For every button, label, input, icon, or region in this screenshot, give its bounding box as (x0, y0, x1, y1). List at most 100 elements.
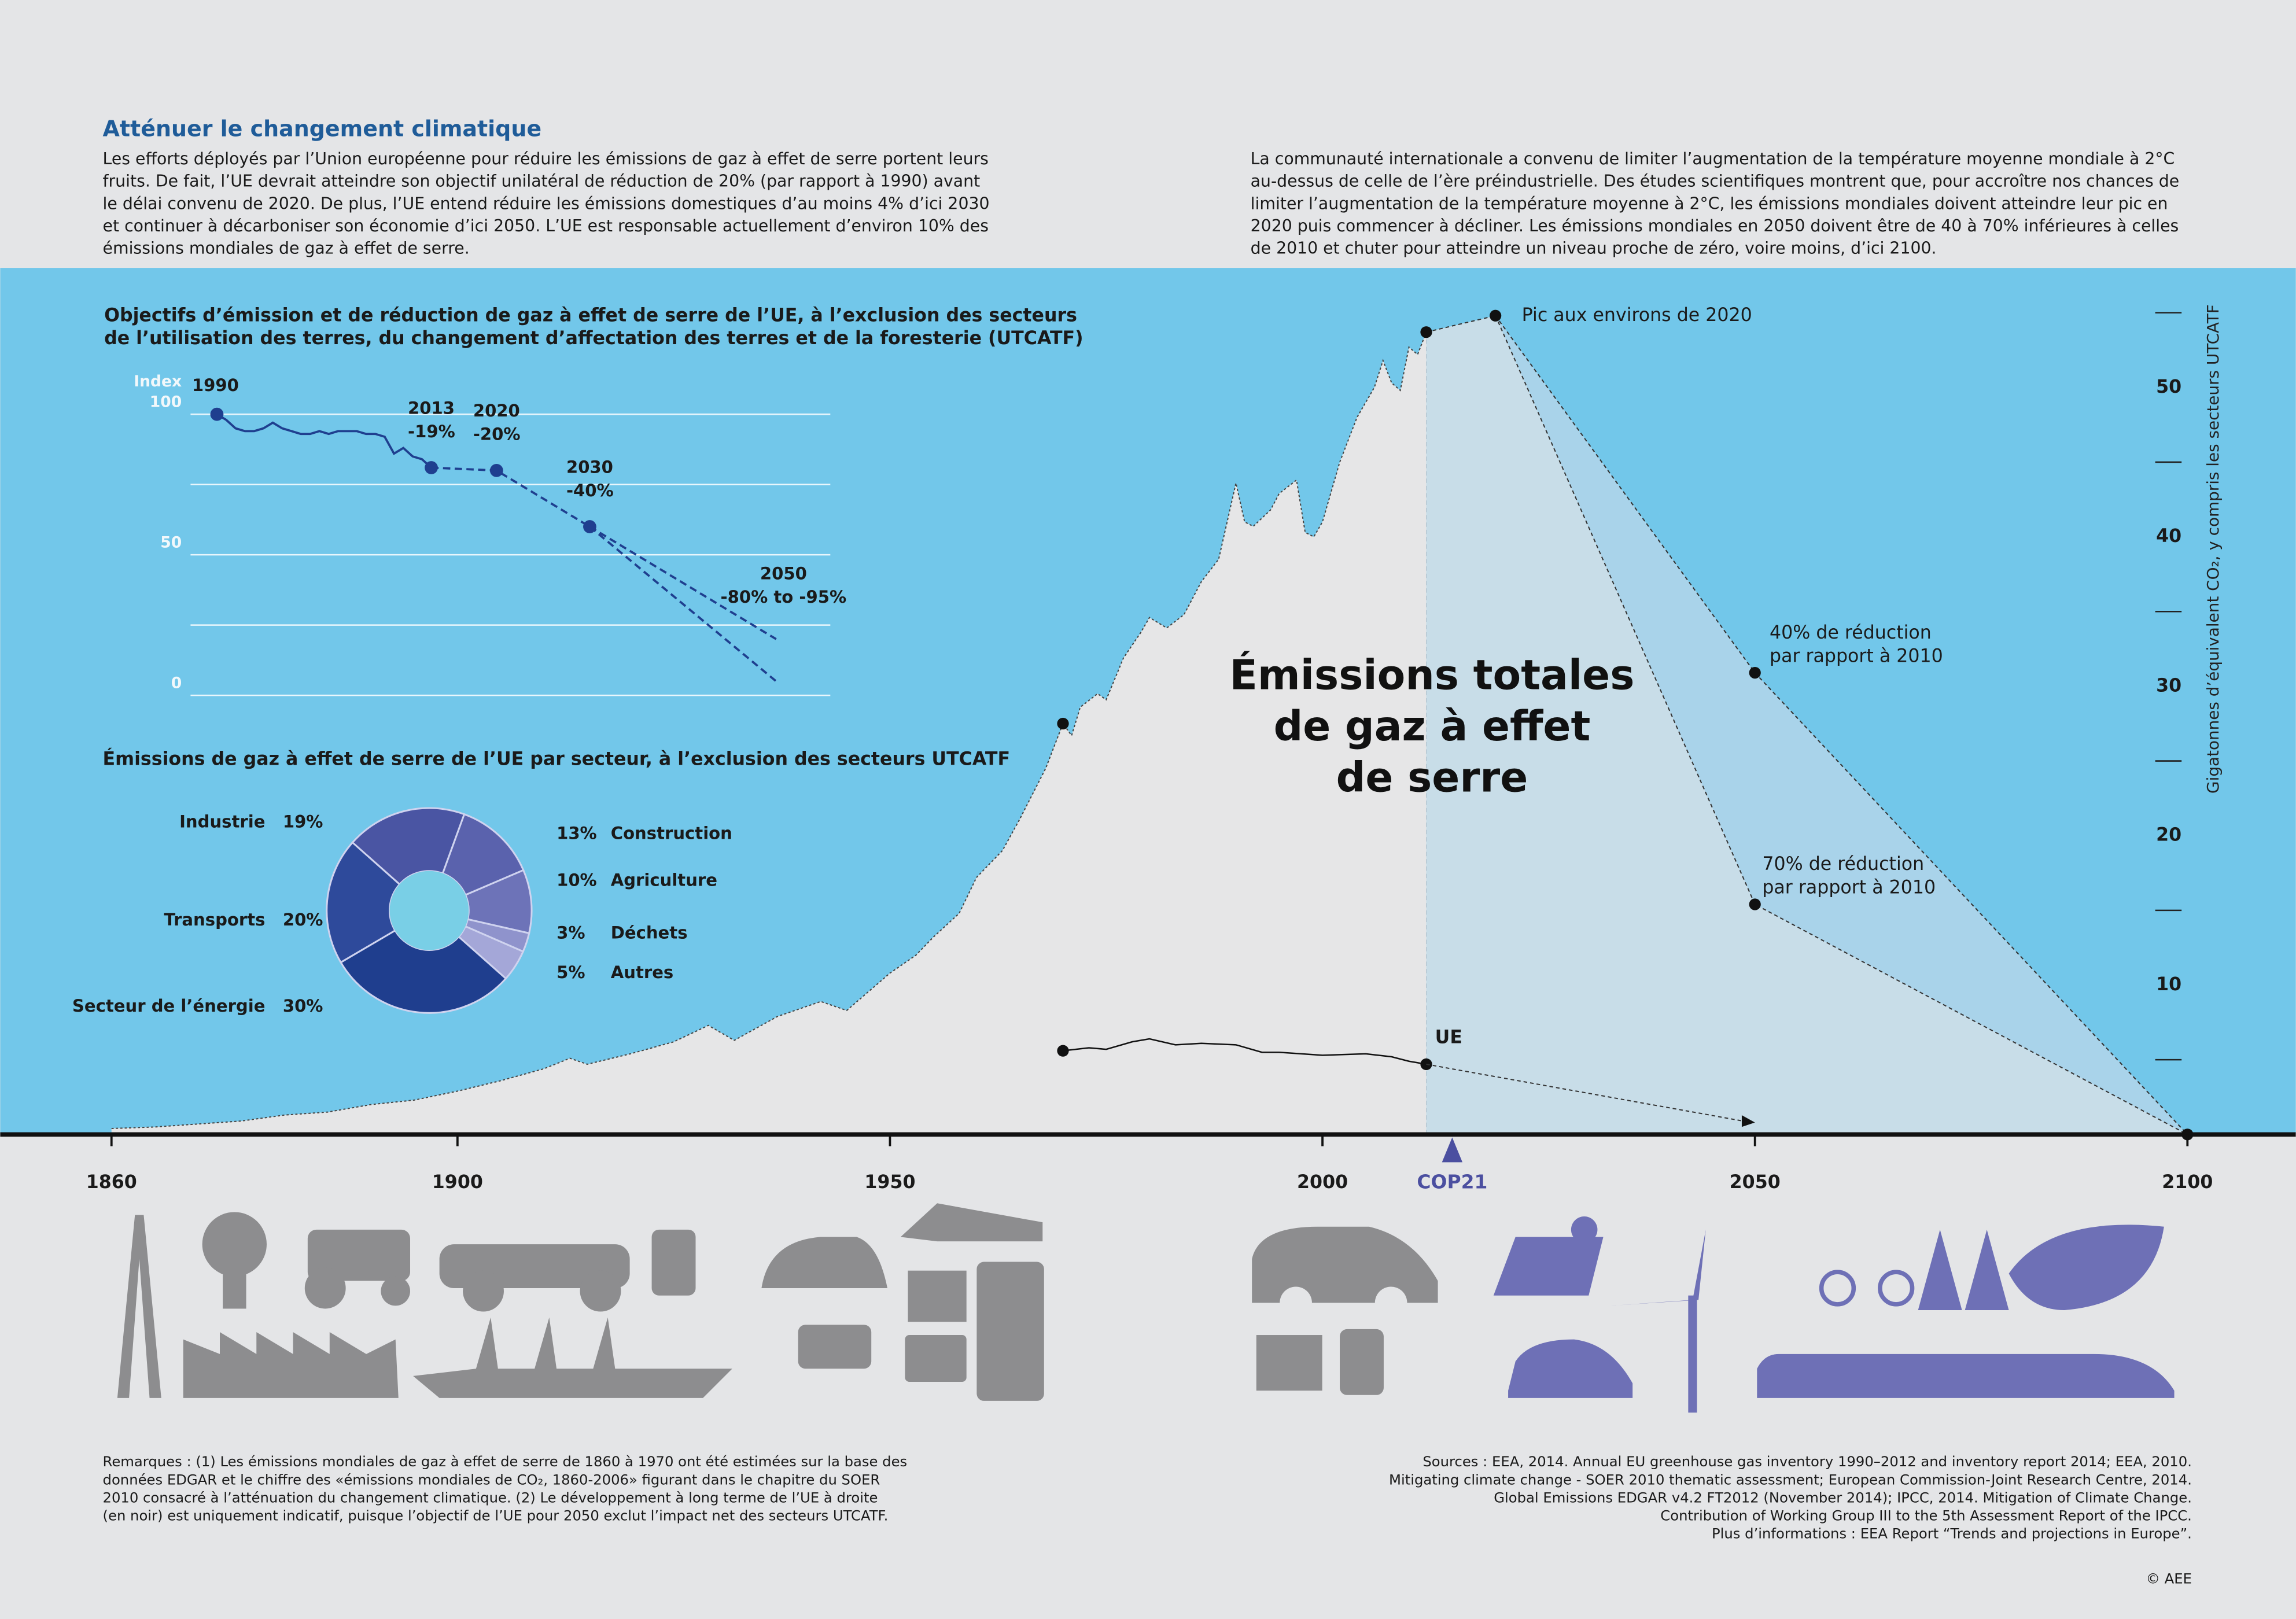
x-tick-label: 1900 (432, 1172, 483, 1193)
y-tick-label: 10 (2156, 974, 2181, 995)
point (1057, 717, 1069, 730)
icon-factories (183, 1332, 399, 1398)
legend-label: Déchets (611, 923, 688, 943)
history-line (216, 413, 432, 469)
point (583, 520, 596, 533)
point (425, 461, 438, 474)
intro-line: La communauté internationale a convenu d… (1251, 149, 2175, 168)
source-line: Contribution of Working Group III to the… (1660, 1507, 2192, 1524)
icon-leaf-house (2008, 1225, 2164, 1311)
emissions-outline (111, 331, 1427, 1130)
y-tick-label: 40 (2156, 526, 2181, 547)
note-line: (en noir) est uniquement indicatif, puis… (103, 1507, 889, 1524)
point (1420, 326, 1432, 338)
intro-line: et continuer à décarboniser son économie… (103, 216, 989, 235)
source-line: Mitigating climate change - SOER 2010 th… (1389, 1471, 2192, 1488)
point (1057, 1045, 1069, 1057)
intro-line: au-dessus de celle de l’ère préindustrie… (1251, 172, 2180, 191)
icon-car (761, 1237, 888, 1289)
icon-wind-turbine (1688, 1295, 1697, 1413)
pathway-label: par rapport à 2010 (1762, 877, 1936, 898)
milestone-year: 2050 (760, 564, 807, 584)
intro-line: 2020 puis commencer à décliner. Les émis… (1251, 216, 2179, 235)
x-tick-label: 1950 (864, 1172, 915, 1193)
milestone-label: -19% (408, 422, 455, 441)
y-tick-label: 50 (160, 533, 182, 551)
legend-label: Construction (611, 824, 732, 843)
emissions-area (111, 332, 1427, 1135)
icon-wheel (381, 1276, 411, 1306)
icon-solar-panel (1493, 1237, 1604, 1296)
y-tick-label: 20 (2156, 825, 2181, 846)
intro-line: de 2010 et chuter pour atteindre un nive… (1251, 239, 1937, 258)
milestone-year: 2020 (473, 401, 520, 421)
y-tick-label: 0 (171, 674, 182, 692)
icon-electric-car (1508, 1339, 1633, 1398)
peak-line (1426, 315, 1496, 333)
milestone-year: 2030 (566, 457, 613, 477)
eu-line (1063, 1038, 1427, 1065)
milestone-label: -80% to -95% (721, 587, 847, 607)
icon-tree (1918, 1229, 1962, 1311)
icon-blades (1610, 1229, 1706, 1306)
source-line: Plus d’informations : EEA Report “Trends… (1712, 1525, 2192, 1542)
x-tick-label: 2100 (2162, 1172, 2213, 1193)
legend-value: 10% (557, 871, 597, 890)
intro-line: Les efforts déployés par l’Union europée… (103, 149, 989, 168)
icon-sun (1571, 1216, 1598, 1243)
point (489, 463, 503, 477)
source-line: Global Emissions EDGAR v4.2 FT2012 (Nove… (1494, 1489, 2192, 1506)
icon-bike (1819, 1270, 1856, 1307)
legend-value: 3% (557, 923, 585, 943)
pathway-label: 40% de réduction (1770, 622, 1932, 643)
icon-wheel (463, 1270, 504, 1312)
legend-label: Industrie (179, 812, 265, 831)
legend-label: Autres (611, 962, 674, 982)
icon-bike (1878, 1270, 1915, 1307)
arrowhead (1741, 1115, 1755, 1127)
note-line: données EDGAR et le chiffre des «émissio… (103, 1471, 880, 1488)
modern-icons-purple (1493, 1216, 2175, 1413)
legend-value: 20% (283, 910, 323, 930)
intro-line: fruits. De fait, l’UE devrait atteindre … (103, 172, 981, 191)
historic-icons (117, 1203, 1044, 1401)
series-label: de serre (1336, 753, 1528, 801)
icon-wheel (1280, 1286, 1312, 1319)
donut-hole (389, 871, 469, 950)
x-tick-label: 2000 (1297, 1172, 1348, 1193)
pathway-label: par rapport à 2010 (1770, 646, 1943, 666)
intro-line: émissions mondiales de gaz à effet de se… (103, 239, 470, 258)
modern-icons-grey (1252, 1226, 1438, 1395)
point (1490, 309, 1502, 322)
icon-fridge (976, 1262, 1044, 1401)
milestone-label: -40% (566, 481, 614, 500)
point (1749, 898, 1761, 910)
icon-cart (908, 1270, 967, 1322)
y-tick-label: 30 (2156, 675, 2181, 696)
legend-value: 30% (283, 996, 323, 1016)
legend-label: Transports (164, 910, 265, 930)
chart-title: de l’utilisation des terres, du changeme… (104, 328, 1083, 349)
pathway-label: 70% de réduction (1762, 854, 1924, 875)
header-title: Atténuer le changement climatique (103, 116, 542, 142)
eu-projection (1426, 1063, 1744, 1122)
y-axis-label: Index (134, 373, 182, 390)
icon-ship (413, 1317, 732, 1398)
icon-derrick (117, 1215, 161, 1398)
series-label: Émissions totales (1230, 651, 1635, 699)
point (210, 407, 224, 421)
milestone-label: -20% (473, 425, 521, 444)
pathway-line (1495, 315, 2188, 1135)
intro-line: limiter l’augmentation de la température… (1251, 194, 2168, 213)
icon-wheel (1374, 1286, 1407, 1319)
legend-value: 13% (557, 824, 597, 843)
legend-value: 5% (557, 962, 585, 982)
event-marker (1442, 1137, 1463, 1163)
icon-coins (651, 1229, 696, 1296)
x-tick-label: 1860 (86, 1172, 137, 1193)
chart-title: Émissions de gaz à effet de serre de l’U… (103, 747, 1011, 769)
note-line: Remarques : (1) Les émissions mondiales … (103, 1453, 908, 1470)
icon-coins (1340, 1329, 1384, 1395)
